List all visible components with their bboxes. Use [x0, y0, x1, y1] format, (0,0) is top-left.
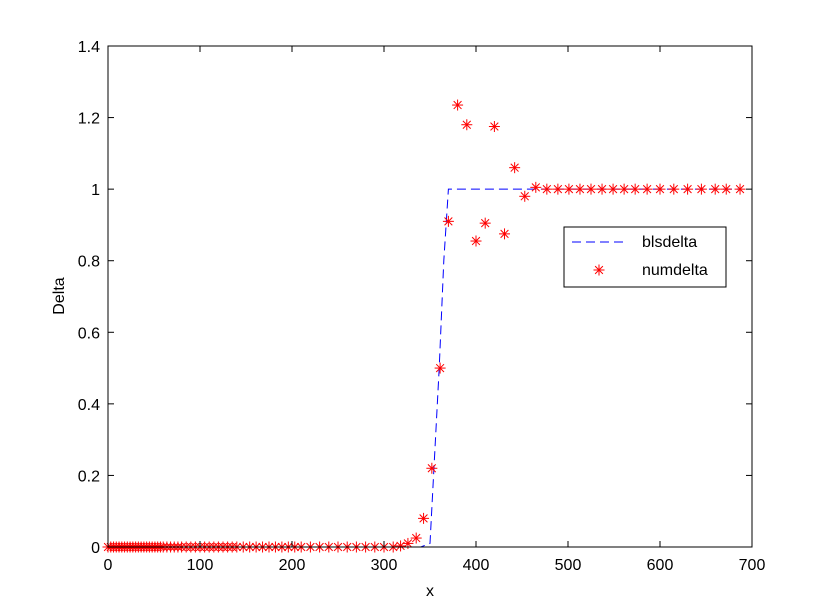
y-tick-label: 1 [91, 182, 100, 199]
y-tick-label: 0.2 [78, 468, 100, 485]
y-tick-label: 0.4 [78, 397, 100, 414]
x-tick-label: 200 [279, 557, 306, 574]
data-point-numdelta [461, 119, 473, 131]
data-point-numdelta [585, 183, 597, 195]
legend-label-blsdelta: blsdelta [642, 234, 697, 251]
data-point-numdelta [720, 183, 732, 195]
data-point-numdelta [574, 183, 586, 195]
x-tick-label: 500 [555, 557, 582, 574]
data-point-numdelta [452, 99, 464, 111]
legend-label-numdelta: numdelta [642, 262, 708, 279]
data-point-numdelta [479, 217, 491, 229]
data-point-numdelta [530, 181, 542, 193]
data-point-numdelta [629, 183, 641, 195]
x-axis-label: x [426, 583, 434, 600]
data-point-numdelta [395, 540, 407, 552]
y-tick-label: 0 [91, 540, 100, 557]
data-point-numdelta [519, 190, 531, 202]
y-tick-label: 0.6 [78, 325, 100, 342]
legend: blsdelta numdelta [563, 226, 727, 288]
legend-star-marker [593, 264, 605, 276]
plot-frame [107, 45, 753, 548]
data-point-numdelta [509, 162, 521, 174]
x-tick-label: 300 [371, 557, 398, 574]
data-point-numdelta [426, 462, 438, 474]
data-point-numdelta [470, 235, 482, 247]
data-point-numdelta [418, 512, 430, 524]
data-point-numdelta [709, 183, 721, 195]
x-tick-label: 0 [104, 557, 113, 574]
data-point-numdelta [402, 537, 414, 549]
data-point-numdelta [695, 183, 707, 195]
data-point-numdelta [552, 183, 564, 195]
data-point-numdelta [618, 183, 630, 195]
data-point-numdelta [682, 183, 694, 195]
ticks-layer: 0 100 200 300 400 500 600 700 0 0.2 0.4 0.6 0.8 1 1.2 1… [78, 39, 766, 574]
data-point-numdelta [541, 183, 553, 195]
data-point-numdelta [596, 183, 608, 195]
data-point-numdelta [488, 121, 500, 133]
y-tick-label: 1.4 [78, 39, 100, 56]
data-point-numdelta [563, 183, 575, 195]
y-tick-label: 0.8 [78, 254, 100, 271]
y-axis-label: Delta [51, 277, 68, 314]
data-point-numdelta [442, 215, 454, 227]
data-point-numdelta [499, 228, 511, 240]
data-point-numdelta [607, 183, 619, 195]
x-tick-label: 100 [187, 557, 214, 574]
data-point-numdelta [668, 183, 680, 195]
data-point-numdelta [410, 532, 422, 544]
data-point-numdelta [734, 183, 746, 195]
data-point-numdelta [641, 183, 653, 195]
legend-swatch-numdelta [593, 264, 605, 276]
x-tick-label: 700 [739, 557, 766, 574]
plot-background [108, 46, 752, 547]
legend-box [563, 226, 727, 288]
x-tick-label: 400 [463, 557, 490, 574]
data-point-numdelta [434, 362, 446, 374]
x-tick-label: 600 [647, 557, 674, 574]
data-point-numdelta [654, 183, 666, 195]
y-tick-label: 1.2 [78, 111, 100, 128]
